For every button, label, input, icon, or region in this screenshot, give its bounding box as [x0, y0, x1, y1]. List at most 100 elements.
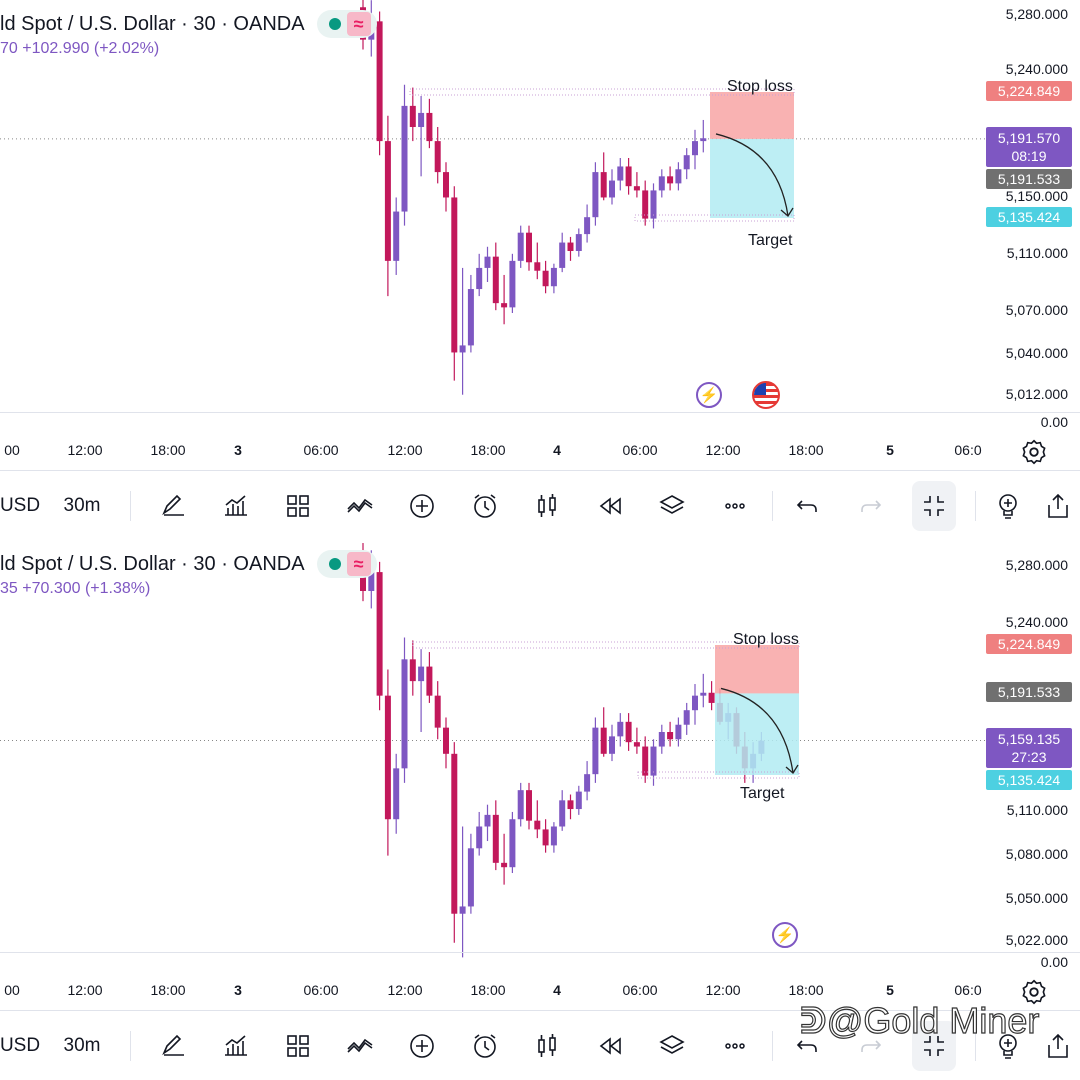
stop-loss-label: Stop loss	[733, 631, 799, 648]
indicators-button[interactable]	[214, 471, 258, 540]
candle-body	[625, 166, 632, 187]
market-status-pill[interactable]: ≈	[316, 10, 377, 38]
layers-icon	[655, 489, 689, 523]
candle-body	[484, 256, 491, 268]
candle-body	[509, 260, 516, 308]
time-axis-label: 4	[553, 982, 561, 998]
price-axis-label: 5,040.000	[1005, 345, 1068, 361]
market-status-pill[interactable]: ≈	[316, 550, 377, 578]
time-axis[interactable]: 00 12:00 18:00 3 06:00 12:00 18:00 4 06:00 12:00 1…	[0, 980, 1080, 1010]
us-flag-icon[interactable]	[752, 381, 780, 409]
layers-button[interactable]	[650, 1011, 694, 1080]
flash-icon[interactable]: ⚡	[772, 922, 798, 948]
candle-body	[542, 829, 549, 846]
undo-button[interactable]	[786, 471, 830, 540]
candle-body	[625, 721, 632, 743]
target-level-line	[634, 214, 795, 222]
add-button[interactable]	[400, 471, 444, 540]
ideas-bulb-button[interactable]	[986, 471, 1030, 540]
drawing-pen-button[interactable]	[152, 1011, 196, 1080]
time-axis-label: 06:0	[954, 982, 982, 998]
interval-button[interactable]: 30m	[63, 1035, 101, 1056]
candle-body	[434, 695, 441, 728]
candle-body	[600, 727, 607, 754]
candle-body	[534, 262, 541, 271]
candle-body	[459, 906, 466, 914]
replay-button[interactable]	[588, 471, 632, 540]
patterns-button[interactable]	[338, 1011, 382, 1080]
symbol-legend[interactable]: ld Spot / U.S. Dollar · 30 · OANDA ≈	[0, 10, 377, 38]
layers-button[interactable]	[650, 471, 694, 540]
ideas-bulb-button[interactable]	[986, 1011, 1030, 1080]
time-axis-label: 12:00	[705, 982, 741, 998]
symbol-button[interactable]: USD	[0, 1035, 41, 1056]
replay-button[interactable]	[588, 1011, 632, 1080]
candle-body	[459, 345, 466, 353]
undo-button[interactable]	[786, 1011, 830, 1080]
candle-body	[650, 746, 657, 776]
time-axis[interactable]: 00 12:00 18:00 3 06:00 12:00 18:00 4 06:00 12:00 1…	[0, 440, 1080, 470]
axis-divider	[0, 412, 1080, 413]
candle-body	[542, 270, 549, 287]
time-axis-label: 06:00	[303, 442, 339, 458]
time-axis-label: 4	[553, 442, 561, 458]
price-axis-label: 5,240.000	[1005, 61, 1068, 77]
replay-icon	[593, 1029, 627, 1063]
redo-button[interactable]	[848, 471, 892, 540]
alert-clock-button[interactable]	[463, 471, 507, 540]
stop-loss-label: Stop loss	[727, 78, 793, 95]
settings-gear-icon[interactable]	[1017, 975, 1051, 1009]
time-axis-label: 06:00	[622, 982, 658, 998]
time-axis-label: 5	[886, 442, 894, 458]
symbol-title[interactable]: ld Spot / U.S. Dollar · 30 · OANDA	[0, 552, 305, 575]
candlestick-chart-top[interactable]	[0, 0, 1080, 470]
layouts-grid-button[interactable]	[276, 471, 320, 540]
wave-icon: ≈	[346, 12, 371, 36]
share-icon	[1041, 1029, 1075, 1063]
candle-body	[484, 814, 491, 827]
layouts-grid-button[interactable]	[276, 1011, 320, 1080]
drawing-pen-button[interactable]	[152, 471, 196, 540]
candle-body	[617, 721, 624, 737]
candle-body	[526, 790, 532, 821]
share-button[interactable]	[1036, 1011, 1080, 1080]
candle-body	[492, 814, 499, 863]
patterns-icon	[343, 1029, 377, 1063]
candle-body	[683, 710, 690, 725]
price-axis-label: 5,080.000	[1005, 846, 1068, 862]
time-axis-label: 00	[4, 982, 20, 998]
more-button[interactable]	[713, 471, 757, 540]
alert-clock-button[interactable]	[463, 1011, 507, 1080]
settings-gear-icon[interactable]	[1017, 435, 1051, 469]
candle-body	[550, 826, 557, 846]
candle-type-button[interactable]	[525, 471, 569, 540]
candle-body	[633, 186, 640, 191]
candle-body	[418, 112, 425, 128]
share-button[interactable]	[1036, 471, 1080, 540]
candlestick-chart-bottom[interactable]	[0, 540, 1080, 1010]
flash-icon[interactable]: ⚡	[696, 382, 722, 408]
indicators-button[interactable]	[214, 1011, 258, 1080]
redo-button[interactable]	[848, 1011, 892, 1080]
candle-body	[567, 242, 574, 252]
candle-body	[584, 217, 591, 235]
more-icon	[718, 1029, 752, 1063]
target-level-line	[637, 771, 800, 779]
toolbar-separator	[975, 1031, 976, 1061]
fullscreen-exit-button[interactable]	[912, 1011, 956, 1080]
fullscreen-exit-button[interactable]	[912, 471, 956, 540]
add-button[interactable]	[400, 1011, 444, 1080]
axis-divider	[0, 952, 1080, 953]
symbol-title[interactable]: ld Spot / U.S. Dollar · 30 · OANDA	[0, 12, 305, 35]
candle-body	[501, 303, 508, 308]
candle-body	[683, 155, 690, 170]
symbol-legend[interactable]: ld Spot / U.S. Dollar · 30 · OANDA ≈	[0, 550, 377, 578]
time-axis-label: 12:00	[387, 442, 423, 458]
candle-body	[592, 172, 599, 218]
more-button[interactable]	[713, 1011, 757, 1080]
time-axis-label: 18:00	[470, 982, 506, 998]
symbol-button[interactable]: USD	[0, 495, 41, 516]
patterns-button[interactable]	[338, 471, 382, 540]
interval-button[interactable]: 30m	[63, 495, 101, 516]
candle-type-button[interactable]	[525, 1011, 569, 1080]
